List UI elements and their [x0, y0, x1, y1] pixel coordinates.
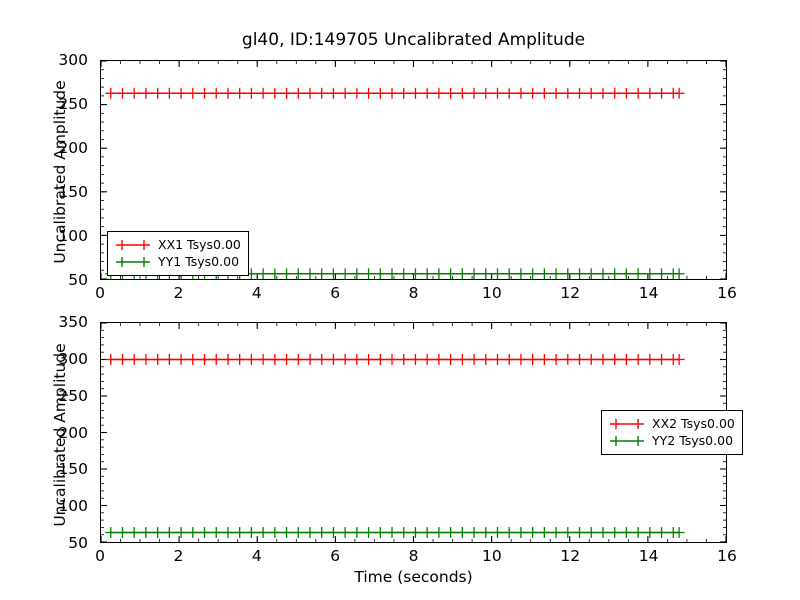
x-tick-label: 4: [251, 284, 262, 302]
x-tick-label: 4: [251, 547, 262, 565]
y-axis-ticks-bottom: 50 100 150 200 250 300 350: [36, 313, 94, 552]
legend-label-xx2: XX2 Tsys0.00: [652, 415, 735, 431]
y-axis-ticks-top: 50 100 150 200 250 300: [36, 51, 94, 289]
y-tick-label: 100: [58, 497, 88, 516]
legend-bottom[interactable]: XX2 Tsys0.00 YY2 Tsys0.00: [601, 410, 743, 455]
legend-label-yy1: YY1 Tsys0.00: [158, 253, 240, 269]
x-tick-label: 8: [408, 284, 419, 302]
x-tick-label: 6: [330, 547, 341, 565]
x-tick-label: 2: [173, 284, 184, 302]
x-tick-label: 16: [717, 284, 737, 302]
x-axis-label: Time (seconds): [354, 568, 473, 586]
y-tick-label: 350: [58, 313, 88, 331]
x-tick-label: 2: [173, 547, 184, 565]
legend-swatch-yy1: [116, 256, 150, 267]
x-axis-ticks-bottom: 0 2 4 6 8 10 12 14 16: [95, 547, 737, 569]
y-tick-label: 50: [68, 271, 88, 289]
x-tick-label: 16: [717, 547, 737, 565]
y-tick-label: 300: [58, 349, 88, 368]
x-tick-label: 14: [638, 284, 659, 302]
y-axis-label-bottom: Uncalibrated Amplitude: [51, 343, 69, 527]
y-tick-label: 200: [58, 139, 88, 157]
legend-item: XX2 Tsys0.00: [608, 415, 735, 432]
x-tick-label: 8: [408, 547, 419, 565]
x-tick-label: 12: [560, 284, 581, 302]
y-tick-label: 250: [58, 95, 88, 113]
x-tick-label: 12: [560, 547, 581, 565]
y-tick-label: 150: [58, 460, 88, 479]
y-tick-label: 100: [58, 227, 88, 245]
y-tick-label: 50: [68, 534, 88, 552]
plot-canvas-top: [101, 61, 726, 279]
legend-swatch-xx2: [610, 418, 644, 429]
x-tick-label: 0: [95, 547, 105, 565]
x-tick-label: 14: [638, 547, 659, 565]
figure-title: gl40, ID:149705 Uncalibrated Amplitude: [241, 30, 586, 50]
legend-top[interactable]: XX1 Tsys0.00 YY1 Tsys0.00: [107, 231, 249, 276]
legend-item: YY2 Tsys0.00: [608, 432, 735, 449]
legend-item: XX1 Tsys0.00: [114, 236, 241, 253]
legend-label-xx1: XX1 Tsys0.00: [158, 236, 241, 252]
x-tick-label: 0: [95, 284, 105, 302]
plot-canvas-bottom: [101, 323, 726, 542]
x-tick-label: 6: [330, 284, 341, 302]
x-axis-ticks-top: 0 2 4 6 8 10 12 14 16: [95, 284, 737, 306]
y-tick-label: 250: [58, 386, 88, 405]
y-tick-label: 300: [58, 51, 88, 69]
x-tick-label: 10: [482, 547, 502, 565]
legend-swatch-xx1: [116, 239, 150, 250]
x-tick-label: 10: [482, 284, 502, 302]
y-tick-label: 200: [58, 423, 88, 442]
y-axis-label-top: Uncalibrated Amplitude: [51, 80, 69, 264]
y-tick-label: 150: [58, 183, 88, 201]
legend-item: YY1 Tsys0.00: [114, 253, 241, 270]
legend-label-yy2: YY2 Tsys0.00: [652, 432, 734, 448]
legend-swatch-yy2: [610, 435, 644, 446]
